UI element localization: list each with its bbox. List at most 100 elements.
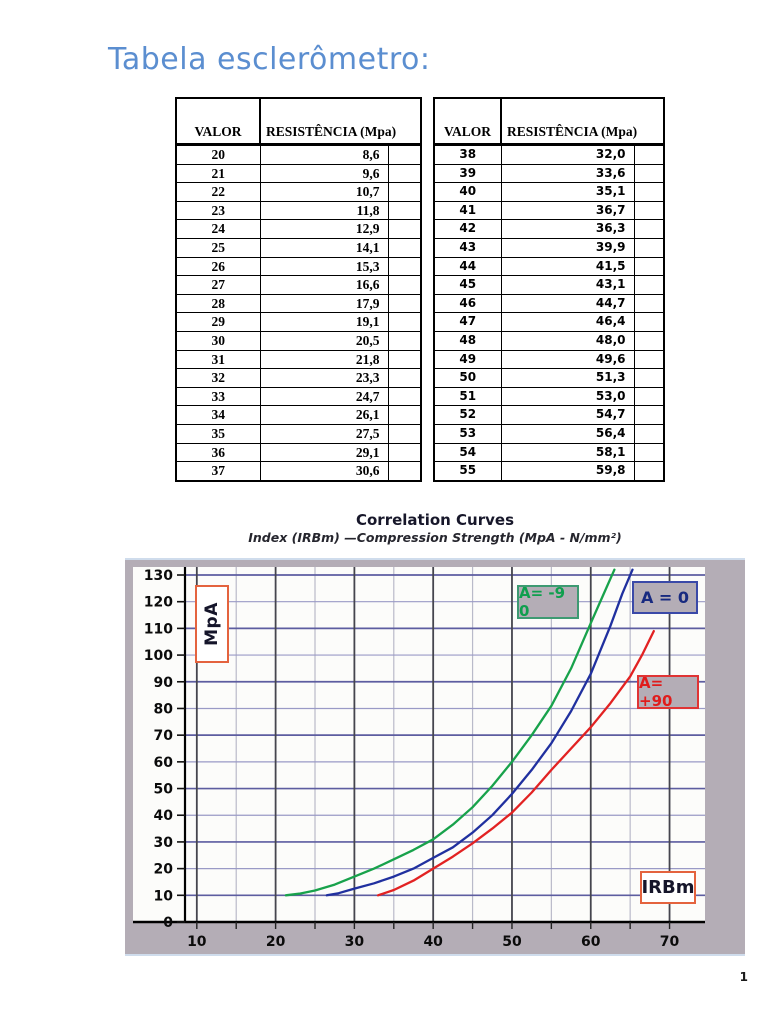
resistencia-cell: 36,3 (500, 219, 635, 239)
y-axis-unit-box: MpA (195, 585, 229, 663)
empty-cell (633, 200, 665, 221)
svg-text:10: 10 (187, 934, 207, 950)
correlation-chart: 0 10 20 30 40 50 60 70 80 90 100 110 120 130 10 20 30 40 5… (125, 558, 745, 956)
legend-a-zero: A = 0 (632, 581, 698, 614)
svg-text:70: 70 (154, 728, 174, 744)
table-row: 28 17,9 (175, 293, 422, 314)
svg-text:20: 20 (266, 934, 286, 950)
resistencia-cell: 26,1 (259, 405, 389, 425)
empty-cell (633, 275, 665, 295)
table-row: 42 36,3 (433, 219, 665, 239)
empty-cell (387, 219, 422, 239)
table-row: 35 27,5 (175, 423, 422, 444)
resistencia-cell: 41,5 (500, 256, 635, 277)
svg-text:60: 60 (581, 934, 601, 950)
resistencia-cell: 49,6 (500, 349, 635, 370)
empty-cell (387, 312, 422, 332)
valor-cell: 27 (175, 275, 261, 295)
resistencia-cell: 59,8 (500, 461, 635, 482)
empty-cell (387, 293, 422, 314)
resistencia-cell: 14,1 (259, 237, 389, 258)
empty-cell (633, 237, 665, 258)
empty-cell (633, 163, 665, 184)
resistencia-cell: 11,8 (259, 200, 389, 221)
table-row: 52 54,7 (433, 405, 665, 425)
empty-cell (633, 461, 665, 482)
empty-cell (633, 182, 665, 202)
resistencia-cell: 24,7 (259, 386, 389, 407)
table-row: 41 36,7 (433, 200, 665, 221)
svg-text:50: 50 (154, 782, 174, 798)
valor-cell: 40 (433, 182, 502, 202)
empty-cell (633, 256, 665, 277)
valor-cell: 38 (433, 144, 502, 165)
valor-cell: 41 (433, 200, 502, 221)
valor-cell: 52 (433, 405, 502, 425)
empty-cell (633, 219, 665, 239)
valor-cell: 34 (175, 405, 261, 425)
resistencia-cell: 12,9 (259, 219, 389, 239)
resistencia-cell: 21,8 (259, 349, 389, 370)
legend-a-minus-90: A= -9 0 (517, 584, 579, 620)
empty-cell (387, 144, 422, 165)
svg-text:10: 10 (154, 888, 174, 904)
chart-plot-area: 0 10 20 30 40 50 60 70 80 90 100 110 120 130 10 20 30 40 5… (133, 567, 705, 950)
svg-text:30: 30 (154, 835, 174, 851)
svg-text:50: 50 (502, 934, 522, 950)
resistencia-cell: 44,7 (500, 293, 635, 314)
svg-text:80: 80 (154, 701, 174, 717)
valor-cell: 45 (433, 275, 502, 295)
empty-cell (387, 386, 422, 407)
valor-cell: 43 (433, 237, 502, 258)
resistencia-cell: 15,3 (259, 256, 389, 277)
table-row: 31 21,8 (175, 349, 422, 370)
valor-cell: 33 (175, 386, 261, 407)
table-header-row: VALOR RESISTÊNCIA (Mpa) (175, 97, 422, 146)
empty-cell (633, 293, 665, 314)
empty-cell (387, 200, 422, 221)
resistencia-cell: 17,9 (259, 293, 389, 314)
resistencia-cell: 53,0 (500, 386, 635, 407)
resistencia-cell: 27,5 (259, 423, 389, 444)
valor-cell: 54 (433, 442, 502, 463)
resistencia-cell: 32,0 (500, 144, 635, 165)
valor-cell: 47 (433, 312, 502, 332)
empty-cell (387, 275, 422, 295)
svg-text:40: 40 (154, 808, 174, 824)
legend-a-plus-90: A= +90 (637, 674, 699, 710)
valor-cell: 30 (175, 330, 261, 351)
valor-cell: 22 (175, 182, 261, 202)
column-header-resistencia: RESISTÊNCIA (Mpa) (500, 97, 665, 146)
empty-cell (633, 312, 665, 332)
table-row: 38 32,0 (433, 144, 665, 165)
empty-cell (387, 237, 422, 258)
valor-cell: 31 (175, 349, 261, 370)
resistencia-cell: 33,6 (500, 163, 635, 184)
valor-cell: 28 (175, 293, 261, 314)
valor-cell: 26 (175, 256, 261, 277)
svg-text:110: 110 (144, 621, 173, 637)
empty-cell (633, 423, 665, 444)
table-row: 36 29,1 (175, 442, 422, 463)
svg-text:30: 30 (345, 934, 365, 950)
resistencia-cell: 35,1 (500, 182, 635, 202)
valor-cell: 32 (175, 368, 261, 388)
valor-cell: 20 (175, 144, 261, 165)
table-row: 47 46,4 (433, 312, 665, 332)
svg-text:60: 60 (154, 755, 174, 771)
table-header-row: VALOR RESISTÊNCIA (Mpa) (433, 97, 665, 146)
x-axis-unit-box: IRBm (640, 871, 696, 904)
table-row: 34 26,1 (175, 405, 422, 425)
empty-cell (633, 442, 665, 463)
table-row: 45 43,1 (433, 275, 665, 295)
valor-cell: 39 (433, 163, 502, 184)
valor-cell: 51 (433, 386, 502, 407)
svg-text:70: 70 (660, 934, 680, 950)
valor-cell: 50 (433, 368, 502, 388)
empty-cell (633, 330, 665, 351)
table-row: 50 51,3 (433, 368, 665, 388)
valor-cell: 35 (175, 423, 261, 444)
table-row: 53 56,4 (433, 423, 665, 444)
empty-cell (387, 423, 422, 444)
column-header-valor: VALOR (175, 97, 261, 146)
